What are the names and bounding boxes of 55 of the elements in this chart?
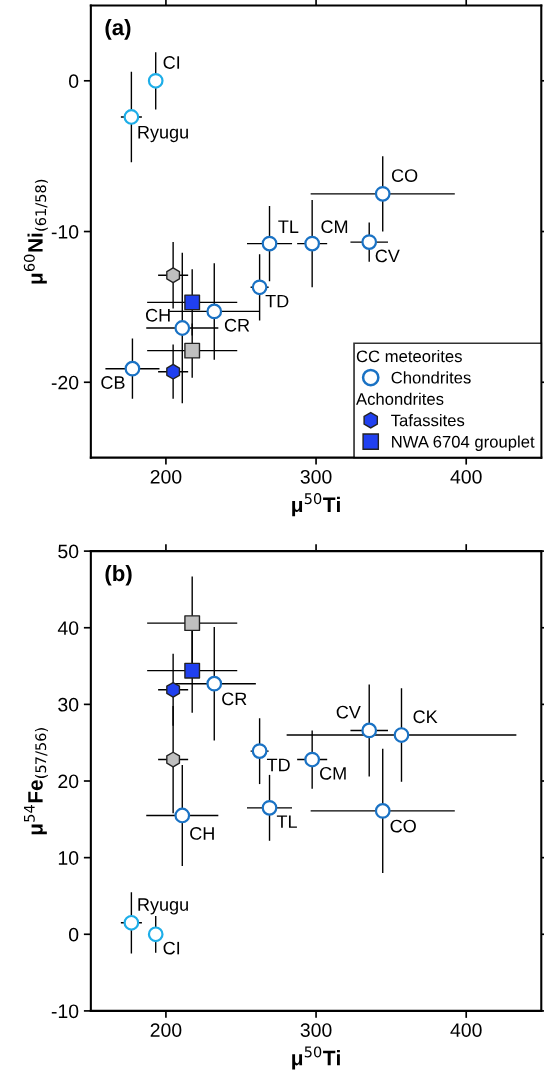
y-tick-label: 0	[68, 927, 79, 942]
point	[184, 294, 201, 311]
annotation: TL	[276, 815, 297, 828]
annotation: CH	[146, 308, 170, 322]
y-tick-label: 20	[58, 774, 79, 789]
y-tick-label: 10	[58, 851, 79, 865]
annotation: CH	[190, 827, 214, 840]
annotation: CV	[375, 249, 400, 263]
x-tick-label: 400	[450, 1023, 482, 1037]
x-axis-title: μ$^{50}$Ti	[292, 493, 340, 517]
annotation: CI	[163, 56, 180, 69]
y-tick-label: -20	[51, 375, 79, 390]
annotation: CR	[222, 692, 247, 706]
annotation: TD	[265, 294, 289, 308]
y-tick-label: 0	[68, 74, 79, 89]
x-tick-label: 200	[150, 469, 182, 484]
annotation: CV	[336, 705, 361, 719]
point	[184, 662, 201, 679]
annotation: CB	[101, 376, 125, 389]
annotation: Achondrites	[356, 392, 444, 405]
y-axis-title: μ$^{60}$Ni$_{(61/58)}$	[23, 179, 48, 284]
y-tick-label: 50	[58, 544, 79, 559]
annotation: TL	[278, 220, 299, 233]
annotation: CM	[321, 220, 348, 234]
point	[166, 363, 181, 380]
text: (a)	[105, 19, 131, 40]
point	[166, 681, 181, 698]
legend-label: NWA 6704 grouplet	[392, 435, 535, 451]
annotation: CO	[390, 819, 416, 833]
y-tick-label: 30	[58, 697, 79, 712]
x-tick-label: 200	[150, 1023, 182, 1037]
y-tick-label: 40	[57, 621, 79, 635]
legend-label: Tafassites	[391, 414, 465, 427]
annotation: CK	[413, 710, 438, 724]
annotation: Ryugu	[138, 125, 188, 143]
annotation: CR	[224, 318, 250, 332]
x-axis-title: μ$^{50}$Ti	[292, 1046, 340, 1070]
point	[166, 267, 181, 284]
y-axis-title: μ$^{54}$Fe$_{(57/56)}$	[24, 728, 48, 835]
x-tick-label: 300	[300, 469, 332, 484]
point	[184, 342, 201, 359]
y-tick-label: -10	[51, 1004, 79, 1019]
annotation: CM	[320, 766, 346, 780]
legend-label: Chondrites	[391, 371, 471, 384]
annotation: TD	[266, 758, 290, 772]
x-tick-label: 300	[300, 1023, 332, 1037]
text: (b)	[105, 564, 132, 586]
legend-title: CC meteorites	[356, 349, 462, 363]
x-tick-label: 400	[450, 469, 482, 484]
annotation: CI	[163, 941, 180, 955]
point	[184, 615, 201, 632]
y-tick-label: -10	[51, 225, 79, 239]
point	[166, 751, 181, 768]
annotation: CO	[391, 169, 418, 182]
annotation: Ryugu	[138, 898, 188, 915]
